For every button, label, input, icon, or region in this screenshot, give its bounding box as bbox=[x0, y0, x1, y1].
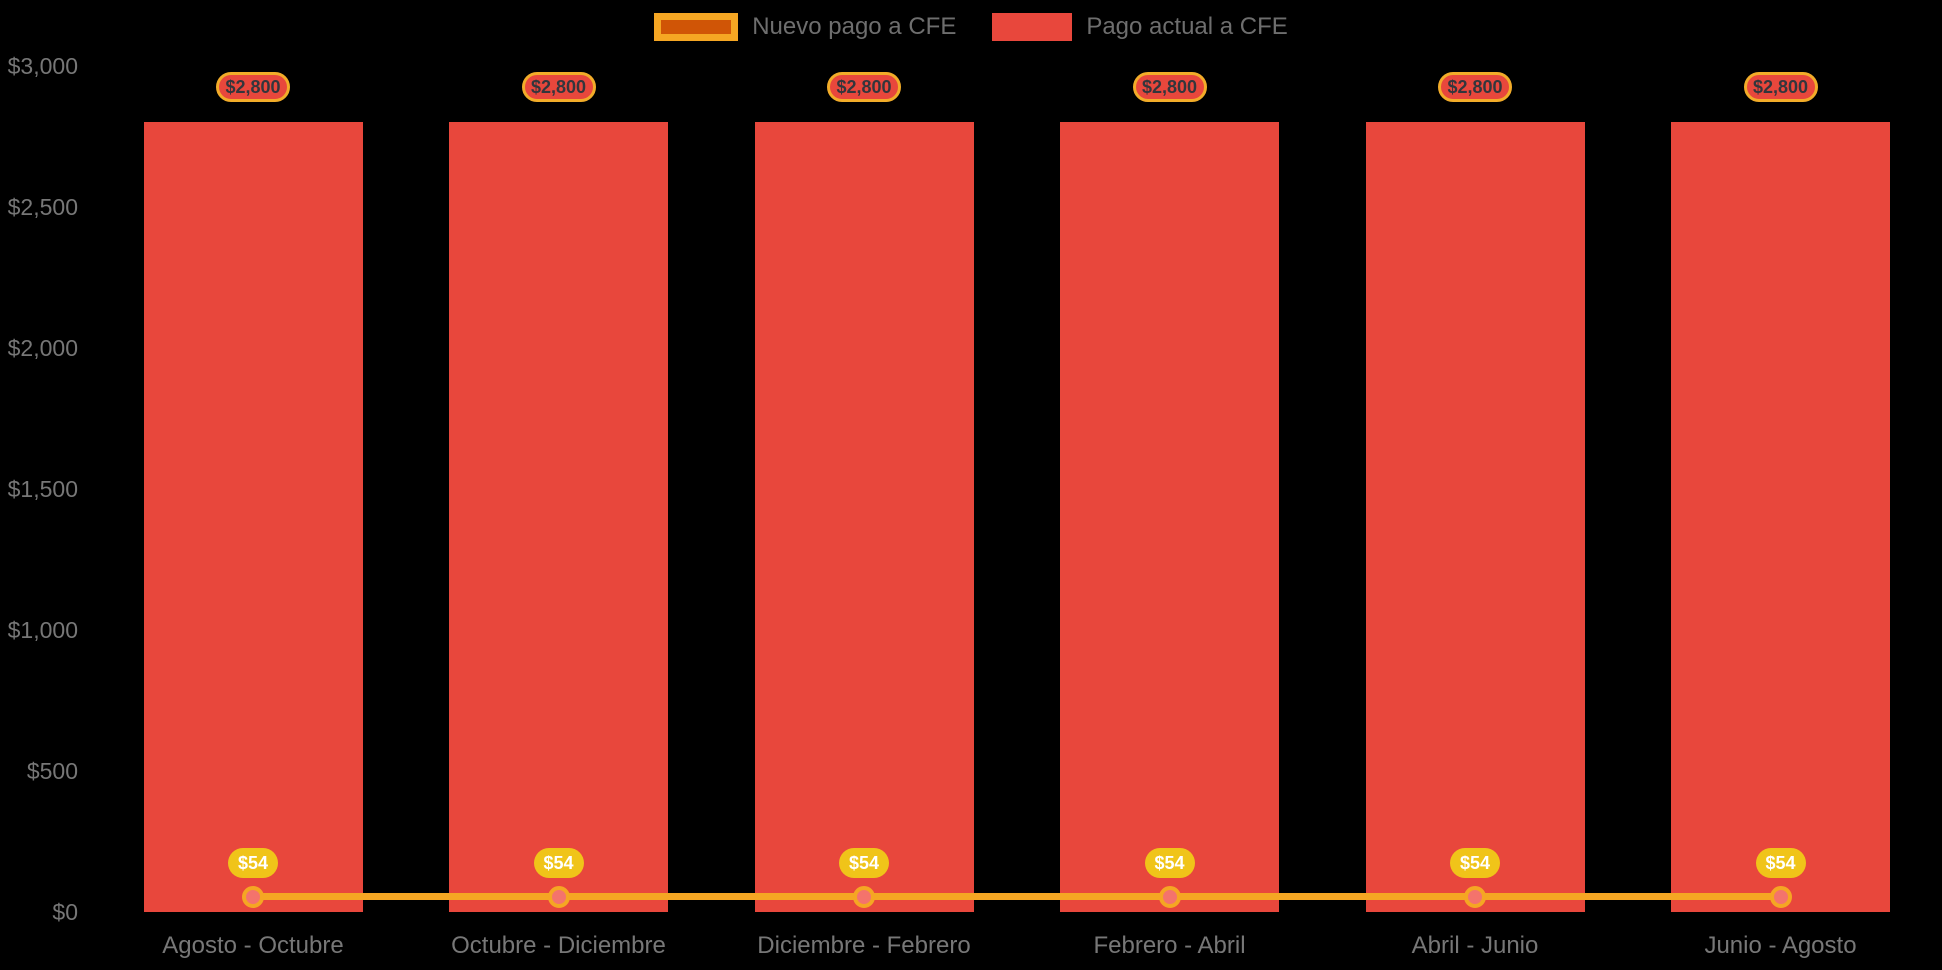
point-value-badge: $54 bbox=[533, 847, 584, 878]
line-point bbox=[242, 885, 264, 908]
x-axis-label: Diciembre - Febrero bbox=[757, 932, 971, 959]
legend-label-nuevo-pago: Nuevo pago a CFE bbox=[752, 13, 957, 40]
bar-value-badge: $2,800 bbox=[1743, 72, 1818, 103]
bar-pago-actual bbox=[143, 122, 363, 912]
point-value-badge: $54 bbox=[1144, 847, 1195, 878]
y-axis-tick-label: $500 bbox=[26, 758, 78, 784]
chart-legend: Nuevo pago a CFE Pago actual a CFE bbox=[0, 13, 1942, 41]
line-point bbox=[1464, 885, 1486, 908]
line-point bbox=[1158, 885, 1181, 908]
point-value-badge: $54 bbox=[1450, 847, 1500, 878]
y-axis-tick-label: $1,000 bbox=[7, 617, 78, 643]
point-value-badge: $54 bbox=[228, 847, 278, 878]
bar-value-badge: $2,800 bbox=[216, 72, 290, 103]
y-axis-tick-label: $2,000 bbox=[7, 335, 78, 361]
bar-value-badge: $2,800 bbox=[521, 72, 596, 103]
x-axis-label: Febrero - Abril bbox=[1093, 932, 1246, 959]
point-value-badge: $54 bbox=[839, 847, 889, 878]
y-axis-tick-label: $2,500 bbox=[7, 194, 78, 220]
point-value-badge: $54 bbox=[1755, 847, 1806, 878]
x-axis-label: Agosto - Octubre bbox=[162, 932, 344, 959]
bar-pago-actual bbox=[1671, 122, 1890, 912]
x-axis-label: Junio - Agosto bbox=[1704, 932, 1857, 959]
x-axis-label: Octubre - Diciembre bbox=[451, 932, 666, 959]
legend-swatch-nuevo-pago-icon bbox=[654, 13, 739, 41]
x-axis-label: Abril - Junio bbox=[1411, 932, 1539, 959]
y-axis-tick-label: $3,000 bbox=[7, 53, 78, 79]
bar-value-badge: $2,800 bbox=[827, 72, 901, 103]
bar-pago-actual bbox=[1060, 122, 1279, 912]
legend-swatch-pago-actual-icon bbox=[992, 13, 1073, 41]
bar-pago-actual bbox=[1365, 122, 1585, 912]
bar-value-badge: $2,800 bbox=[1438, 72, 1512, 103]
line-nuevo-pago bbox=[253, 893, 1781, 901]
legend-item-pago-actual[interactable]: Pago actual a CFE bbox=[992, 13, 1288, 41]
bar-value-badge: $2,800 bbox=[1132, 72, 1207, 103]
y-axis-tick-label: $0 bbox=[52, 899, 78, 925]
legend-item-nuevo-pago[interactable]: Nuevo pago a CFE bbox=[654, 13, 956, 41]
bar-pago-actual bbox=[449, 122, 668, 912]
line-point bbox=[547, 885, 570, 908]
line-point bbox=[1769, 885, 1792, 908]
bar-pago-actual bbox=[754, 122, 974, 912]
y-axis-tick-label: $1,500 bbox=[7, 476, 78, 502]
line-point bbox=[853, 885, 875, 908]
legend-label-pago-actual: Pago actual a CFE bbox=[1086, 13, 1288, 40]
